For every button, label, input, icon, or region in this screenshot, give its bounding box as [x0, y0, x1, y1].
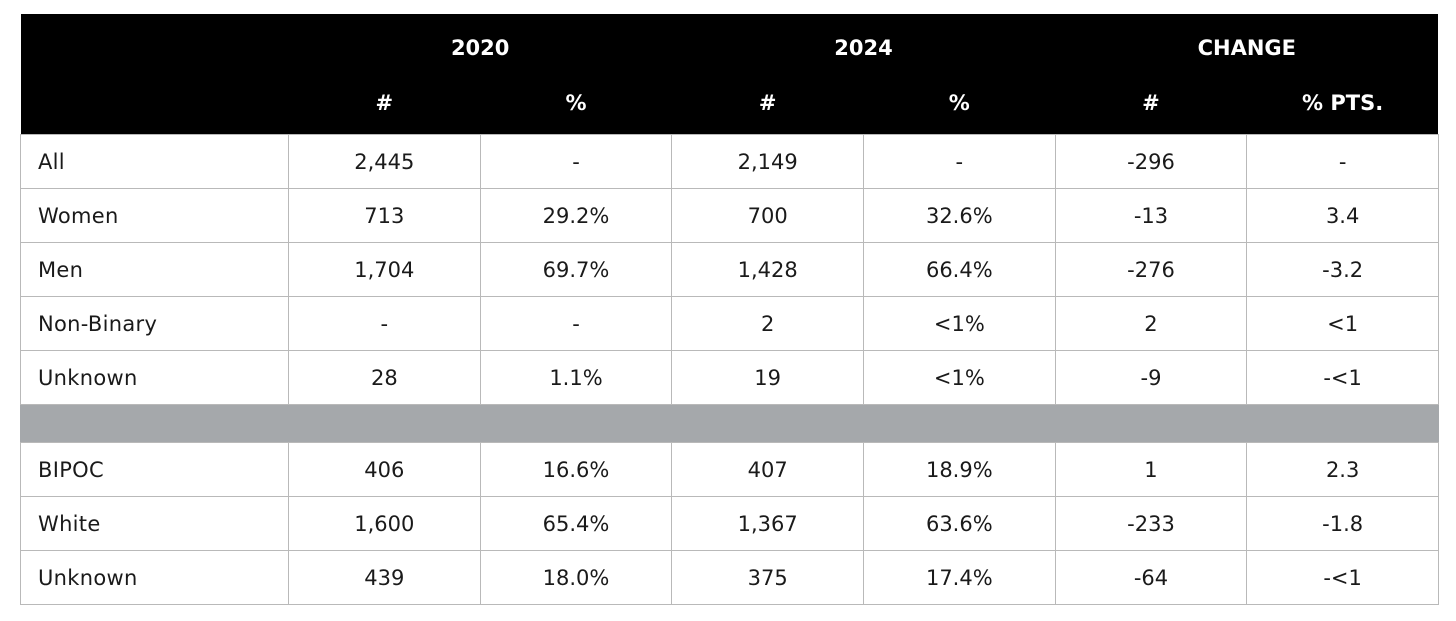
cell-2024-count: 375: [671, 550, 864, 605]
cell-2024-percent: 66.4%: [862, 242, 1056, 297]
row-label: Unknown: [20, 550, 289, 605]
demographics-table-container: 2020 2024 CHANGE # % # % # % PTS. All 2,4…: [20, 14, 1439, 605]
cell-2020-count: 439: [288, 550, 481, 605]
cell-2020-count: 1,600: [288, 496, 481, 551]
cell-2024-percent: 17.4%: [862, 550, 1056, 605]
cell-2020-percent: -: [479, 296, 673, 351]
cell-2020-count: 713: [288, 188, 481, 243]
header-sub-row: # % # % # % PTS.: [20, 78, 1439, 135]
cell-change-count: 2: [1054, 296, 1248, 351]
cell-2020-percent: 18.0%: [479, 550, 673, 605]
cell-change-pct-pts: -: [1246, 134, 1439, 189]
row-label: White: [20, 496, 289, 551]
cell-change-count: -9: [1054, 350, 1248, 405]
cell-2020-count: 1,704: [288, 242, 481, 297]
cell-2020-percent: 29.2%: [479, 188, 673, 243]
header-year-2024: 2024: [671, 14, 1056, 78]
row-label: Non-Binary: [20, 296, 289, 351]
subheader-2020-count: #: [288, 78, 481, 135]
table-row-bipoc: BIPOC 406 16.6% 407 18.9% 1 2.3: [20, 442, 1439, 497]
row-label: BIPOC: [20, 442, 289, 497]
cell-2020-count: 28: [288, 350, 481, 405]
cell-2024-percent: 32.6%: [862, 188, 1056, 243]
cell-2024-percent: -: [862, 134, 1056, 189]
cell-2020-count: 2,445: [288, 134, 481, 189]
subheader-2024-count: #: [671, 78, 864, 135]
cell-change-pct-pts: -1.8: [1246, 496, 1439, 551]
cell-change-count: -13: [1054, 188, 1248, 243]
table-row-unknown: Unknown 439 18.0% 375 17.4% -64 -<1: [20, 550, 1439, 605]
header-year-row: 2020 2024 CHANGE: [20, 14, 1439, 78]
cell-2020-percent: 16.6%: [479, 442, 673, 497]
cell-2024-percent: <1%: [862, 350, 1056, 405]
cell-change-count: -296: [1054, 134, 1248, 189]
cell-2024-percent: 63.6%: [862, 496, 1056, 551]
table-row-white: White 1,600 65.4% 1,367 63.6% -233 -1.8: [20, 496, 1439, 551]
subheader-change-pct-pts: % PTS.: [1246, 78, 1439, 135]
cell-change-count: 1: [1054, 442, 1248, 497]
table-row-non-binary: Non-Binary - -2 <1% 2 <1: [20, 296, 1439, 351]
cell-2024-count: 2: [671, 296, 864, 351]
cell-2024-count: 19: [671, 350, 864, 405]
table-row-unknown: Unknown 28 1.1% 19 <1% -9 -<1: [20, 350, 1439, 405]
header-year-2020: 2020: [288, 14, 672, 78]
cell-2024-percent: 18.9%: [862, 442, 1056, 497]
row-label: All: [20, 134, 289, 189]
cell-2024-percent: <1%: [862, 296, 1056, 351]
cell-change-count: -233: [1054, 496, 1248, 551]
demographics-table: 2020 2024 CHANGE # % # % # % PTS. All 2,4…: [20, 14, 1439, 605]
cell-change-count: -64: [1054, 550, 1248, 605]
table-row-men: Men 1,704 69.7% 1,428 66.4% -276 -3.2: [20, 242, 1439, 297]
cell-2024-count: 2,149: [671, 134, 864, 189]
cell-change-pct-pts: <1: [1246, 296, 1439, 351]
cell-2020-count: -: [288, 296, 481, 351]
section-separator: [20, 404, 1439, 443]
cell-2024-count: 700: [671, 188, 864, 243]
subheader-change-count: #: [1055, 78, 1247, 135]
cell-change-pct-pts: 2.3: [1246, 442, 1439, 497]
row-label: Unknown: [20, 350, 289, 405]
cell-change-pct-pts: -<1: [1246, 550, 1439, 605]
cell-2020-percent: 65.4%: [479, 496, 673, 551]
cell-2020-percent: 69.7%: [479, 242, 673, 297]
header-corner: [20, 14, 289, 78]
row-label: Women: [20, 188, 289, 243]
table-body: All 2,445-2,149- -296- Women 713 29.2% 700 32.6…: [20, 134, 1439, 605]
table-header: 2020 2024 CHANGE # % # % # % PTS.: [20, 14, 1439, 135]
cell-change-pct-pts: 3.4: [1246, 188, 1439, 243]
cell-2020-percent: -: [479, 134, 673, 189]
cell-2024-count: 1,428: [671, 242, 864, 297]
cell-2024-count: 1,367: [671, 496, 864, 551]
subheader-2024-percent: %: [863, 78, 1056, 135]
subheader-2020-percent: %: [480, 78, 672, 135]
cell-2020-count: 406: [288, 442, 481, 497]
cell-change-count: -276: [1054, 242, 1248, 297]
header-change: CHANGE: [1055, 14, 1439, 78]
cell-2024-count: 407: [671, 442, 864, 497]
subheader-empty: [20, 78, 289, 135]
row-label: Men: [20, 242, 289, 297]
cell-change-pct-pts: -3.2: [1246, 242, 1439, 297]
table-row-all: All 2,445-2,149- -296-: [20, 134, 1439, 189]
table-row-women: Women 713 29.2% 700 32.6% -13 3.4: [20, 188, 1439, 243]
cell-2020-percent: 1.1%: [479, 350, 673, 405]
section-separator-bar: [20, 404, 1439, 443]
cell-change-pct-pts: -<1: [1246, 350, 1439, 405]
